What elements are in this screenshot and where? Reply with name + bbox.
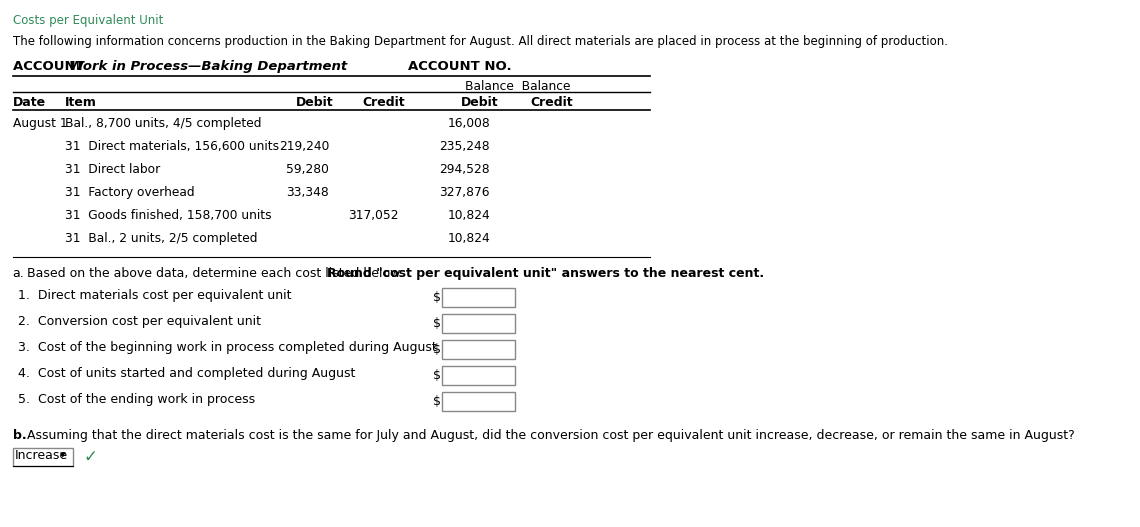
Text: Round "cost per equivalent unit" answers to the nearest cent.: Round "cost per equivalent unit" answers… [327,267,764,280]
Text: 235,248: 235,248 [439,140,490,153]
Text: 16,008: 16,008 [447,117,490,130]
Text: 10,824: 10,824 [447,209,490,222]
Text: $: $ [433,291,441,304]
Text: 219,240: 219,240 [279,140,329,153]
Text: 1.  Direct materials cost per equivalent unit: 1. Direct materials cost per equivalent … [18,289,292,302]
Text: 31  Bal., 2 units, 2/5 completed: 31 Bal., 2 units, 2/5 completed [65,232,258,245]
Text: Item: Item [65,96,97,109]
Text: 31  Direct labor: 31 Direct labor [65,163,161,176]
Text: 59,280: 59,280 [286,163,329,176]
FancyBboxPatch shape [441,340,515,359]
Text: Based on the above data, determine each cost listed below.: Based on the above data, determine each … [23,267,408,280]
Text: 294,528: 294,528 [439,163,490,176]
Text: August 1: August 1 [13,117,67,130]
Text: $: $ [433,369,441,382]
Text: Bal., 8,700 units, 4/5 completed: Bal., 8,700 units, 4/5 completed [65,117,261,130]
Text: 31  Factory overhead: 31 Factory overhead [65,186,195,199]
FancyBboxPatch shape [441,314,515,333]
Text: Date: Date [13,96,46,109]
Text: Increase: Increase [15,449,68,462]
Text: 10,824: 10,824 [447,232,490,245]
Text: $: $ [433,317,441,330]
Text: 4.  Cost of units started and completed during August: 4. Cost of units started and completed d… [18,367,356,380]
Text: 31  Direct materials, 156,600 units: 31 Direct materials, 156,600 units [65,140,279,153]
Text: Credit: Credit [363,96,405,109]
Text: Work in Process—Baking Department: Work in Process—Baking Department [70,60,348,73]
FancyBboxPatch shape [441,288,515,307]
Text: Debit: Debit [296,96,334,109]
FancyBboxPatch shape [13,448,73,466]
Text: ACCOUNT: ACCOUNT [13,60,89,73]
Text: Costs per Equivalent Unit: Costs per Equivalent Unit [13,14,163,27]
Text: 5.  Cost of the ending work in process: 5. Cost of the ending work in process [18,393,255,406]
Text: $: $ [433,343,441,356]
Text: Debit: Debit [461,96,498,109]
Text: Assuming that the direct materials cost is the same for July and August, did the: Assuming that the direct materials cost … [23,429,1075,442]
Text: 317,052: 317,052 [348,209,398,222]
Text: 31  Goods finished, 158,700 units: 31 Goods finished, 158,700 units [65,209,271,222]
Text: Credit: Credit [530,96,572,109]
Text: 3.  Cost of the beginning work in process completed during August: 3. Cost of the beginning work in process… [18,341,437,354]
Text: The following information concerns production in the Baking Department for Augus: The following information concerns produ… [13,35,947,48]
Text: b.: b. [13,429,26,442]
FancyBboxPatch shape [441,366,515,385]
Text: ✓: ✓ [83,448,97,466]
Text: a.: a. [13,267,24,280]
Text: 327,876: 327,876 [440,186,490,199]
Text: ▾: ▾ [60,450,66,460]
Text: 2.  Conversion cost per equivalent unit: 2. Conversion cost per equivalent unit [18,315,261,328]
Text: Balance  Balance: Balance Balance [465,80,570,93]
FancyBboxPatch shape [441,392,515,411]
Text: ACCOUNT NO.: ACCOUNT NO. [408,60,512,73]
Text: 33,348: 33,348 [286,186,329,199]
Text: $: $ [433,395,441,408]
